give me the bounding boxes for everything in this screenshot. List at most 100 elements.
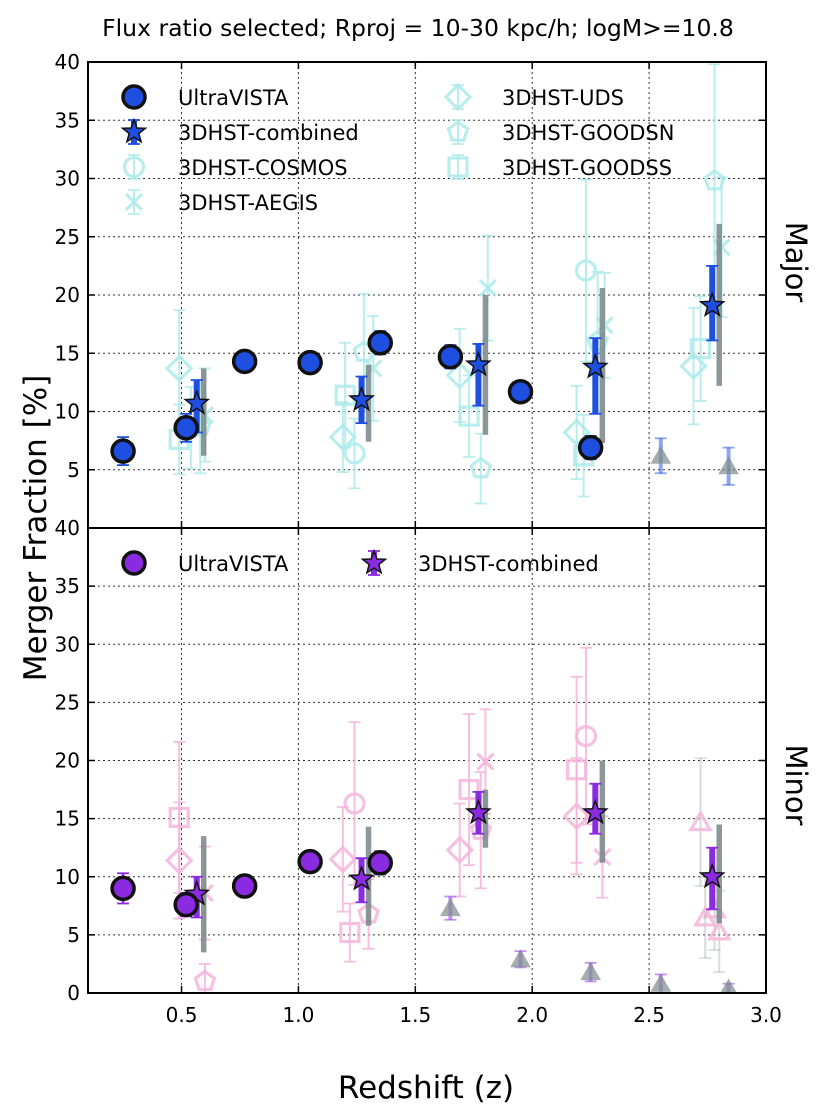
ultravista-point [367,330,393,356]
3dhst-uds-point [445,361,474,390]
3dhst-goodss-point [339,921,361,944]
y-tick-label: 40 [55,50,80,74]
triangle-point [718,456,739,475]
panel-label-major: Major [779,222,813,303]
y-tick-label: 40 [55,516,80,540]
y-tick-label: 20 [55,749,80,773]
ultravista-point [297,848,323,875]
3dhst-aegis-point [476,752,495,771]
3dhst-combined-point [183,389,211,415]
legend-label: UltraVISTA [178,86,289,110]
triangle-grey-point [720,978,738,993]
legend-marker-pentagon [446,120,470,142]
3dhst-combined-point [698,291,726,317]
3dhst-goodss-point [458,405,480,427]
3dhst-cosmos-point [343,792,366,815]
3dhst-combined-point [581,798,609,825]
3dhst-goodss-point [689,337,712,360]
ultravista-point [173,415,199,441]
3dhst-goodss-point [566,759,588,781]
legend-label: 3DHST-GOODSN [502,121,674,145]
legend: UltraVISTA 3DHST-combined 3DHST-COSMOS 3DHS… [120,82,674,215]
y-tick-label: 30 [55,632,80,656]
legend-marker-diamond [443,82,473,112]
x-tick-label: 2.5 [633,1003,665,1027]
legend-marker-square [447,156,469,178]
panel-minor: 0 5 10 15 20 25 30 35 40 UltraVISTA 3DHST-combined [55,516,767,1005]
triangle-grey-point [650,973,672,992]
x-tick-label: 0.5 [166,1003,198,1027]
x-tick-label: 1.0 [283,1003,315,1027]
triangle-point [650,445,672,464]
triangle-grey-point [580,962,602,981]
ultravista-point [231,348,258,375]
legend-marker-x [124,192,144,212]
3dhst-uds-point [328,422,358,452]
ultravista-point [367,850,393,876]
3dhst-goodss-point [334,384,356,406]
3dhst-combined-point [581,353,609,379]
y-axis: 5 10 15 20 25 30 35 40 [55,50,766,482]
3dhst-goodsn-point [469,818,493,840]
legend-marker-star [360,548,388,575]
y-axis-label: Merger Fraction [%] [18,375,54,682]
3dhst-uds-point [164,354,194,383]
ultravista-point [110,438,136,464]
ultravista-point [437,343,464,370]
3dhst-cosmos-point [574,259,598,282]
legend: UltraVISTA 3DHST-combined [121,548,599,576]
ultravista-point [231,873,258,899]
legend-label: 3DHST-GOODSS [502,156,672,180]
y-tick-label: 30 [55,167,80,191]
3dhst-combined-point [464,350,492,377]
grid [88,528,766,993]
ultravista-point [297,349,323,376]
3dhst-combined-point [348,864,376,891]
3dhst-goodss-point [168,806,190,829]
y-tick-label: 25 [55,690,80,714]
ultravista-point [110,875,136,902]
legend-label: 3DHST-combined [178,121,359,145]
3dhst-uds-point [445,835,474,865]
x-axis: 0.5 1.0 1.5 2.0 2.5 3.0 [166,62,782,1027]
y-tick-label: 25 [55,225,80,249]
legend-marker-star [120,117,148,144]
legend-label: UltraVISTA [178,552,289,576]
triangle-grey-point [510,949,531,968]
legend-label: 3DHST-AEGIS [178,191,318,215]
y-tick-label: 20 [55,283,80,307]
y-tick-label: 15 [55,807,80,831]
triangle-pink-point [706,919,732,941]
3dhst-cosmos-point [343,442,366,465]
legend-label: 3DHST-COSMOS [178,156,348,180]
chart-title: Flux ratio selected; Rproj = 10-30 kpc/h… [102,14,734,42]
triangle-grey-point [440,898,461,917]
y-tick-label: 0 [67,981,80,1005]
3dhst-combined-point [348,385,376,412]
3dhst-combined-point [698,862,726,889]
y-tick-label: 35 [55,108,80,132]
3dhst-goodsn-point [703,168,726,191]
y-tick-label: 35 [55,574,80,598]
data-layer [110,63,739,505]
y-tick-label: 10 [55,400,80,424]
y-axis: 0 5 10 15 20 25 30 35 40 [55,516,766,1005]
ultravista-point [577,434,604,461]
3dhst-goodsn-point [469,456,493,479]
panel-label-minor: Minor [779,744,813,825]
legend-marker-circle-filled [121,550,147,576]
legend-marker-circle-filled [121,84,147,110]
x-tick-label: 2.0 [516,1003,548,1027]
x-axis-label: Redshift (z) [338,1070,514,1106]
legend-label: 3DHST-combined [418,552,599,576]
3dhst-goodss-point [458,778,480,801]
y-tick-label: 5 [67,458,80,482]
legend-label: 3DHST-UDS [502,86,624,110]
y-tick-label: 5 [67,923,80,947]
panel-major: 5 10 15 20 25 30 35 40 UltraVISTA 3DHST-combined 3… [55,50,767,529]
data-layer [110,646,738,993]
ultravista-point [173,891,199,918]
legend-marker-circle-open [122,155,146,179]
triangle-pink-point [692,905,718,927]
